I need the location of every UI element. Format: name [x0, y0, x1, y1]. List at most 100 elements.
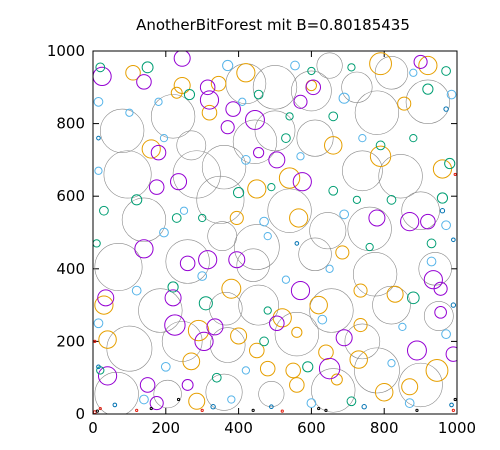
circle-point-teal [409, 133, 418, 143]
x-tick-label: 400 [224, 419, 253, 437]
circle-point-red [280, 409, 284, 413]
circle-point-orange [141, 139, 161, 159]
circle-point-big [94, 371, 139, 414]
circle-point-purple [93, 66, 112, 87]
circle-point-orange [401, 378, 419, 396]
circle-point-purple [170, 173, 188, 191]
circle-point-purple [335, 329, 353, 347]
circle-point-orange [236, 63, 256, 83]
circle-point-teal [307, 66, 316, 76]
circle-point-purple [198, 250, 218, 270]
circle-point-purple [139, 377, 156, 393]
circle-point-orange [278, 167, 301, 189]
circle-point-big [311, 368, 356, 413]
circle-point-big [405, 79, 451, 124]
circle-point-purple [433, 281, 448, 296]
circle-point-teal [436, 192, 449, 204]
circle-point-orange [188, 392, 206, 410]
circle-point-cyan [241, 366, 251, 375]
circle-point-teal [375, 140, 386, 151]
circle-point-cyan [325, 264, 334, 273]
circle-point-purple [268, 151, 286, 169]
plot-frame [92, 50, 458, 415]
circle-point-big [150, 94, 196, 139]
circle-point-orange [353, 283, 368, 298]
circle-point-orange [324, 136, 343, 155]
circle-point-cyan [241, 155, 251, 165]
circle-point-teal [406, 291, 420, 305]
circle-point-orange [249, 342, 265, 359]
circle-point-black [176, 397, 181, 402]
circle-point-purple [434, 306, 447, 319]
circle-point-orange [418, 55, 438, 76]
circle-point-orange [229, 210, 244, 226]
circle-point-teal [259, 336, 269, 347]
circle-point-black [453, 397, 457, 402]
circle-point-teal [253, 89, 264, 100]
circle-point-purple [149, 396, 164, 411]
circle-point-teal [167, 281, 179, 293]
circle-point-big [298, 237, 332, 271]
circle-point-red [451, 408, 455, 412]
x-tick-label: 1000 [438, 419, 476, 437]
circle-point-cyan [93, 96, 104, 107]
circle-point-purple [423, 270, 443, 290]
circle-point-orange [182, 352, 201, 371]
circle-point-cyan [281, 275, 291, 284]
circle-point-big [372, 285, 411, 325]
circle-point-big [205, 373, 243, 411]
circle-point-big [207, 221, 238, 251]
circle-point-purple [206, 318, 224, 336]
circle-point-cyan [398, 322, 407, 332]
circle-point-teal [93, 239, 101, 248]
circle-point-teal [183, 88, 196, 101]
circle-point-purple [150, 144, 167, 161]
circle-point-blue [449, 402, 454, 408]
circle-point-orange [285, 362, 301, 379]
circle-point-big [316, 52, 343, 79]
circle-point-red [98, 406, 102, 411]
circle-point-big [354, 90, 400, 135]
circle-point-purple [148, 179, 165, 195]
circle-point-orange [289, 377, 305, 393]
circle-point-purple [290, 280, 311, 301]
circle-point-blue [361, 404, 367, 410]
circle-point-cyan [404, 398, 415, 408]
circle-point-big [103, 150, 152, 199]
circle-point-blue [451, 237, 456, 243]
circle-point-orange [309, 295, 328, 315]
circle-point-orange [369, 52, 392, 76]
circle-point-cyan [131, 285, 142, 296]
circle-point-cyan [426, 256, 437, 267]
circle-point-orange [291, 326, 303, 338]
x-tick-label: 600 [297, 419, 326, 437]
circle-point-orange [369, 145, 392, 167]
circle-point-teal [328, 185, 339, 196]
circle-point-orange [94, 295, 114, 315]
circle-point-blue [210, 404, 216, 410]
circle-point-big [401, 191, 440, 230]
y-tick-label: 0 [75, 405, 85, 423]
circle-markers [93, 51, 457, 414]
circle-point-orange [318, 344, 334, 361]
circle-point-cyan [317, 314, 328, 325]
circle-point-purple [228, 251, 246, 269]
circle-point-teal [347, 63, 356, 72]
circle-point-purple [181, 379, 194, 391]
circle-point-big [153, 379, 182, 409]
circle-point-blue [450, 302, 457, 308]
circle-point-purple [136, 74, 152, 90]
circle-point-big [232, 119, 278, 164]
y-axis-ticks: 0 200 400 600 800 1000 [47, 42, 457, 423]
circle-point-purple [179, 255, 196, 272]
circle-point-big [252, 65, 298, 110]
circle-point-purple [164, 289, 182, 307]
circle-point-big [209, 292, 243, 326]
circle-point-orange [272, 308, 292, 328]
circle-point-purple [199, 90, 220, 110]
circle-point-big [378, 154, 423, 199]
circle-point-blue [294, 241, 300, 246]
circle-point-big [209, 327, 246, 363]
circle-point-orange [170, 86, 183, 99]
circle-point-big [233, 224, 280, 270]
